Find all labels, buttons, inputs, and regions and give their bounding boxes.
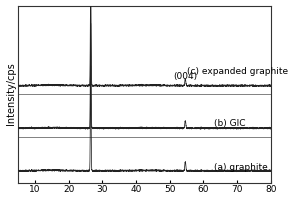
- Text: (a) graphite: (a) graphite: [214, 163, 267, 172]
- Text: (c) expanded graphite: (c) expanded graphite: [187, 67, 288, 76]
- Text: (b) GIC: (b) GIC: [214, 119, 245, 128]
- Text: (004): (004): [173, 72, 197, 81]
- Y-axis label: Intensity/cps: Intensity/cps: [6, 63, 16, 125]
